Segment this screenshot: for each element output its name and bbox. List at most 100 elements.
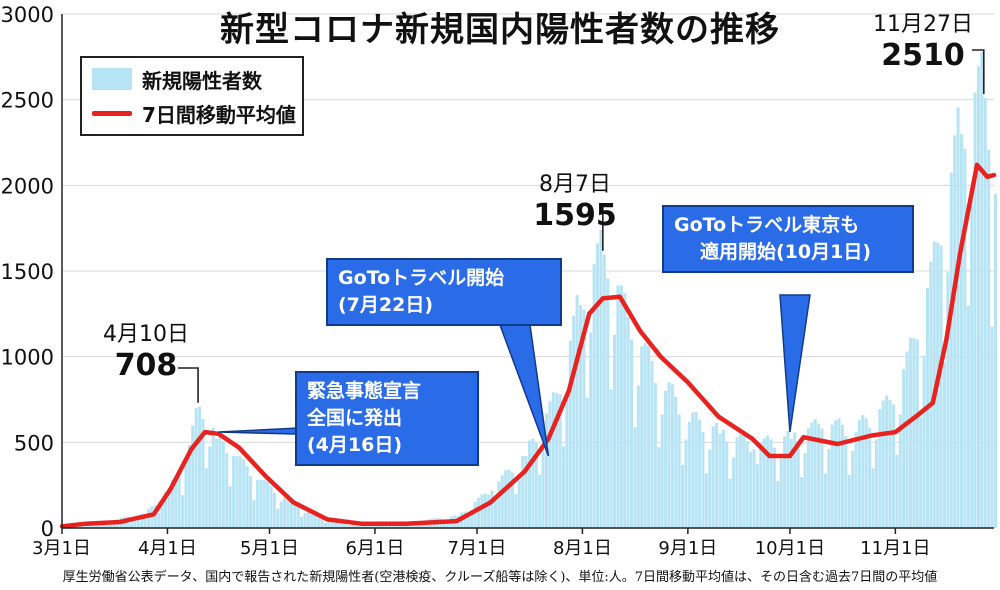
daily-bar	[562, 446, 566, 528]
daily-bar	[504, 470, 508, 528]
daily-bar	[728, 478, 732, 528]
chart-title: 新型コロナ新規国内陽性者数の推移	[220, 10, 780, 50]
x-tick-label: 5月1日	[240, 538, 299, 559]
daily-bar	[320, 518, 324, 528]
daily-bar	[592, 263, 596, 528]
daily-bar	[922, 355, 926, 528]
daily-bar	[599, 230, 603, 528]
daily-bar	[493, 495, 497, 528]
daily-bar	[766, 435, 770, 528]
daily-bar	[861, 414, 865, 528]
daily-bar	[191, 425, 195, 528]
daily-bar	[157, 512, 161, 528]
daily-bar	[956, 107, 960, 528]
daily-bar	[340, 521, 344, 528]
daily-bar	[466, 517, 470, 528]
daily-bar	[786, 431, 790, 528]
daily-bar	[582, 309, 586, 528]
daily-bar	[579, 305, 583, 528]
legend-swatch-bars	[92, 68, 132, 90]
daily-bar	[857, 419, 861, 528]
legend-swatch-line	[92, 110, 132, 116]
daily-bar	[609, 389, 613, 528]
daily-bar	[800, 477, 804, 528]
daily-bar	[181, 495, 185, 528]
legend: 新規陽性者数 7日間移動平均値	[80, 56, 304, 136]
moving-average-line	[59, 162, 997, 529]
daily-bar	[184, 462, 188, 528]
legend-label-line: 7日間移動平均値	[142, 102, 296, 127]
x-tick-label: 7月1日	[448, 538, 507, 559]
daily-bar	[208, 446, 212, 528]
daily-bar	[803, 453, 807, 528]
daily-bar	[868, 427, 872, 528]
daily-bar	[664, 390, 668, 528]
daily-bar	[541, 445, 545, 528]
daily-bar	[640, 346, 644, 528]
daily-bar	[422, 522, 426, 528]
peak-leader-line	[178, 367, 199, 403]
daily-bar	[286, 496, 290, 528]
daily-bar	[990, 326, 994, 528]
daily-bar	[871, 468, 875, 528]
daily-bar	[126, 517, 130, 528]
x-tick-label: 8月1日	[553, 538, 612, 559]
daily-bar	[347, 525, 351, 528]
daily-bar	[660, 414, 664, 528]
daily-bar	[371, 525, 375, 528]
daily-bar	[313, 514, 317, 528]
callout-pointer	[779, 294, 811, 433]
peak-leader-line	[972, 49, 985, 94]
daily-bar	[885, 395, 889, 528]
daily-bar	[606, 278, 610, 528]
daily-bar	[534, 442, 538, 528]
daily-bar	[973, 92, 977, 528]
daily-bar	[994, 193, 997, 528]
daily-bar	[551, 392, 555, 528]
daily-bar	[490, 490, 494, 528]
daily-bar	[374, 524, 378, 528]
legend-label-bars: 新規陽性者数	[142, 68, 262, 93]
daily-bar	[585, 397, 589, 528]
daily-bar	[565, 397, 569, 528]
daily-bar	[613, 334, 617, 528]
daily-bar	[874, 439, 878, 528]
daily-bar	[531, 438, 535, 528]
daily-bar	[687, 421, 691, 528]
daily-bar	[323, 523, 327, 528]
daily-bar	[153, 505, 157, 528]
daily-bar	[929, 261, 933, 528]
daily-bar	[657, 446, 661, 528]
daily-bar	[881, 400, 885, 528]
daily-bar	[398, 523, 402, 528]
daily-bar	[521, 456, 525, 528]
daily-bar	[830, 424, 834, 528]
daily-bar	[650, 360, 654, 528]
x-tick-label: 6月1日	[345, 538, 404, 559]
daily-bar	[317, 517, 321, 528]
daily-bar	[589, 332, 593, 528]
daily-bar	[255, 480, 259, 528]
y-tick-label: 1500	[1, 260, 54, 284]
daily-bar	[238, 456, 242, 528]
daily-bar	[204, 468, 208, 528]
daily-bar	[85, 525, 89, 528]
peak-label-november: 11月27日 2510	[868, 6, 978, 73]
daily-bar	[905, 351, 909, 528]
daily-bar	[528, 440, 531, 528]
daily-bar	[289, 498, 293, 528]
daily-bar	[888, 399, 892, 528]
daily-bar	[252, 499, 256, 528]
daily-bar	[602, 254, 606, 528]
x-tick-label: 9月1日	[658, 538, 717, 559]
daily-bar	[619, 285, 623, 528]
daily-bar	[959, 133, 963, 528]
daily-bar	[266, 481, 270, 528]
daily-bar	[354, 523, 358, 528]
daily-bar	[303, 513, 307, 528]
daily-bar	[147, 508, 151, 528]
daily-bar	[201, 418, 205, 528]
daily-bar	[133, 521, 137, 528]
peak-date: 11月27日	[873, 12, 973, 37]
daily-bar	[908, 337, 912, 528]
